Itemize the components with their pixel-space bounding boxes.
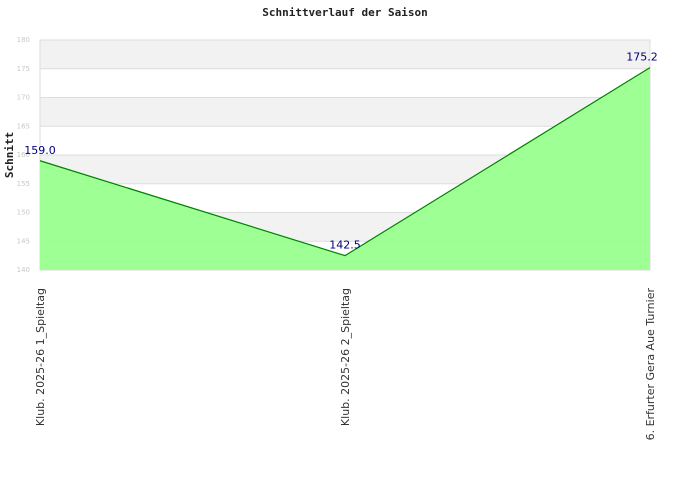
y-tick-label: 145 [17, 237, 30, 245]
plot: 159.0 Klub. 2025-26 1_Spieltag 142.5 Klub. … [24, 51, 658, 441]
y-tick-label: 180 [17, 36, 30, 44]
x-tick-label: Klub. 2025-26 1_Spieltag [34, 288, 47, 426]
grid-band [40, 40, 650, 69]
y-tick-label: 150 [17, 209, 30, 217]
y-tick-label: 165 [17, 122, 30, 130]
y-axis-label: Schnitt [3, 132, 16, 178]
grid-band [40, 68, 650, 98]
x-tick-label: 6. Erfurter Gera Aue Turnier [644, 288, 657, 441]
chart-title: Schnittverlauf der Saison [262, 6, 428, 19]
grid-band [40, 97, 650, 127]
line [39, 67, 651, 257]
y-tick-label: 175 [17, 65, 30, 73]
y-tick-label: 170 [17, 94, 30, 102]
value-label: 142.5 [329, 239, 361, 252]
y-tick-label: 155 [17, 180, 30, 188]
y-tick-label: 160 [17, 151, 30, 159]
value-label: 159.0 [24, 144, 56, 157]
value-label: 175.2 [626, 51, 658, 64]
x-tick-label: Klub. 2025-26 2_Spieltag [339, 288, 352, 426]
y-tick-label: 140 [17, 266, 30, 274]
area [40, 67, 650, 270]
